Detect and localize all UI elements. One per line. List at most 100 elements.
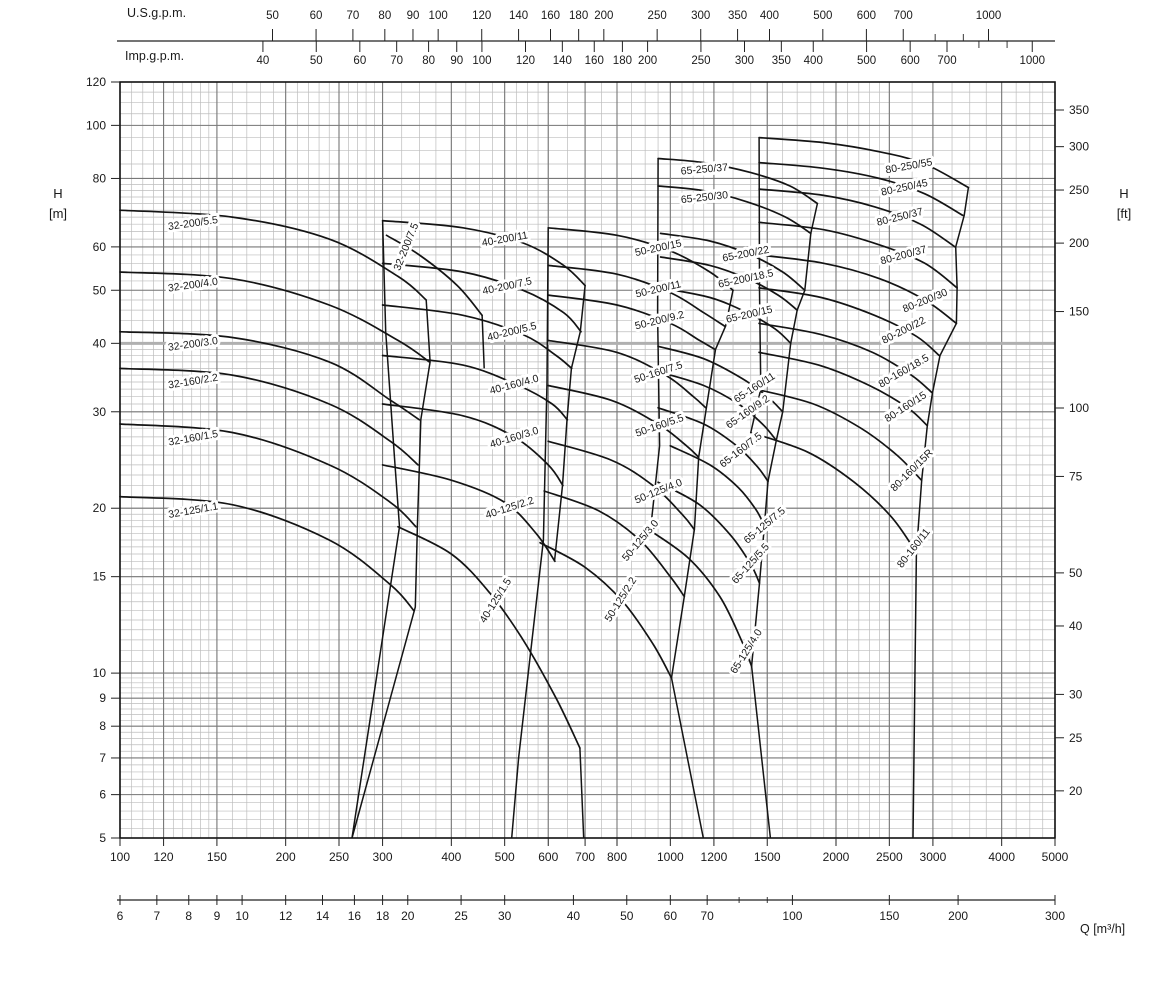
tick-label: 25: [1069, 731, 1083, 745]
region-boundary: [670, 677, 705, 839]
tick-label: 7: [99, 751, 106, 765]
region-boundary: [351, 220, 401, 839]
tick-label: 15: [93, 570, 107, 584]
tick-label: 200: [948, 909, 968, 923]
tick-label: 1500: [754, 850, 781, 864]
tick-label: 120: [154, 850, 174, 864]
pump-curve: [659, 232, 806, 292]
tick-label: 100: [429, 10, 448, 22]
tick-label: 140: [553, 55, 572, 67]
tick-label: 300: [373, 850, 393, 864]
pump-curve: [543, 490, 686, 598]
tick-label: 90: [407, 10, 420, 22]
tick-label: 50: [93, 283, 107, 297]
tick-label: 10: [235, 909, 249, 923]
region-boundary: [912, 552, 918, 839]
tick-label: 40: [567, 909, 581, 923]
tick-label: 20: [1069, 784, 1083, 798]
tick-label: 70: [347, 10, 360, 22]
tick-label: 2000: [823, 850, 850, 864]
tick-label: 800: [607, 850, 627, 864]
tick-label: 25: [454, 909, 468, 923]
region-boundary: [750, 137, 762, 433]
tick-label: 200: [276, 850, 296, 864]
tick-label: 80: [378, 10, 391, 22]
pump-curve: [749, 431, 918, 554]
tick-label: 70: [700, 909, 714, 923]
pump-curve: [758, 287, 941, 357]
tick-label: 600: [538, 850, 558, 864]
pump-curve: [119, 423, 417, 528]
pump-labels-layer: 32-200/5.5 32-200/7.532-200/4.032-200/3.0…: [164, 153, 952, 679]
tick-label: 700: [937, 55, 956, 67]
pump-curve: [659, 256, 799, 311]
tick-label: 20: [401, 909, 415, 923]
pump-curves-layer: [119, 136, 970, 749]
tick-label: 150: [1069, 305, 1089, 319]
tick-label: 90: [450, 55, 463, 67]
pump-curve: [381, 403, 564, 487]
tick-label: 300: [735, 55, 754, 67]
pump-curve: [381, 304, 573, 370]
pump-curve: [758, 351, 929, 427]
region-boundary: [579, 747, 585, 839]
tick-label: 6: [99, 788, 106, 802]
pump-curve: [758, 188, 956, 248]
pump-curve: [547, 339, 707, 409]
tick-label: 7: [153, 909, 160, 923]
pump-curve: [119, 367, 419, 466]
pump-region-label: 65-125/4.0: [728, 627, 765, 676]
tick-label: 30: [498, 909, 512, 923]
pump-curve: [657, 157, 819, 205]
tick-label: 75: [1069, 469, 1083, 483]
tick-label: 60: [310, 10, 323, 22]
tick-label: 250: [648, 10, 667, 22]
pump-curve: [547, 384, 700, 458]
pump-curve: [547, 440, 696, 531]
tick-label: 100: [472, 55, 491, 67]
tick-label: 1000: [1019, 55, 1045, 67]
tick-label: 200: [1069, 236, 1089, 250]
tick-label: 120: [472, 10, 491, 22]
tick-label: 50: [1069, 566, 1083, 580]
axes-layer: 50 60 70 80 90 100 120 140 160 180 200 250 300 350 400…: [86, 10, 1089, 923]
tick-label: 100: [782, 909, 802, 923]
pump-curve: [397, 525, 581, 749]
tick-label: 350: [772, 55, 791, 67]
tick-label: 14: [316, 909, 330, 923]
pump-region-label: 32-200/4.0: [167, 276, 219, 295]
imp-gpm-axis-title: Imp.g.p.m.: [125, 49, 185, 63]
tick-label: 250: [691, 55, 710, 67]
pump-curve: [381, 219, 586, 287]
region-boundary: [510, 227, 549, 839]
tick-label: 350: [1069, 103, 1089, 117]
tick-label: 16: [348, 909, 362, 923]
tick-label: 6: [117, 909, 124, 923]
tick-label: 180: [569, 10, 588, 22]
tick-label: 250: [329, 850, 349, 864]
pump-curve: [119, 271, 431, 363]
tick-label: 700: [894, 10, 913, 22]
pump-curve: [547, 226, 734, 292]
tick-label: 200: [638, 55, 657, 67]
region-boundary: [915, 187, 970, 553]
tick-label: 500: [813, 10, 832, 22]
tick-label: 1000: [657, 850, 684, 864]
pump-curve: [119, 495, 415, 612]
tick-label: 400: [804, 55, 823, 67]
tick-label: 9: [99, 691, 106, 705]
pump-curve: [758, 136, 970, 189]
pump-curve: [381, 354, 569, 421]
head-m-axis-title-unit: [m]: [48, 206, 68, 221]
pump-region-label: 80-200/22: [880, 314, 928, 346]
pump-region-label: 80-160/11: [895, 526, 933, 570]
tick-label: 100: [110, 850, 130, 864]
tick-label: 20: [93, 501, 107, 515]
tick-label: 8: [185, 909, 192, 923]
tick-label: 10: [93, 666, 107, 680]
tick-label: 600: [901, 55, 920, 67]
tick-label: 40: [93, 336, 107, 350]
tick-label: 350: [728, 10, 747, 22]
tick-label: 200: [594, 10, 613, 22]
tick-label: 60: [353, 55, 366, 67]
